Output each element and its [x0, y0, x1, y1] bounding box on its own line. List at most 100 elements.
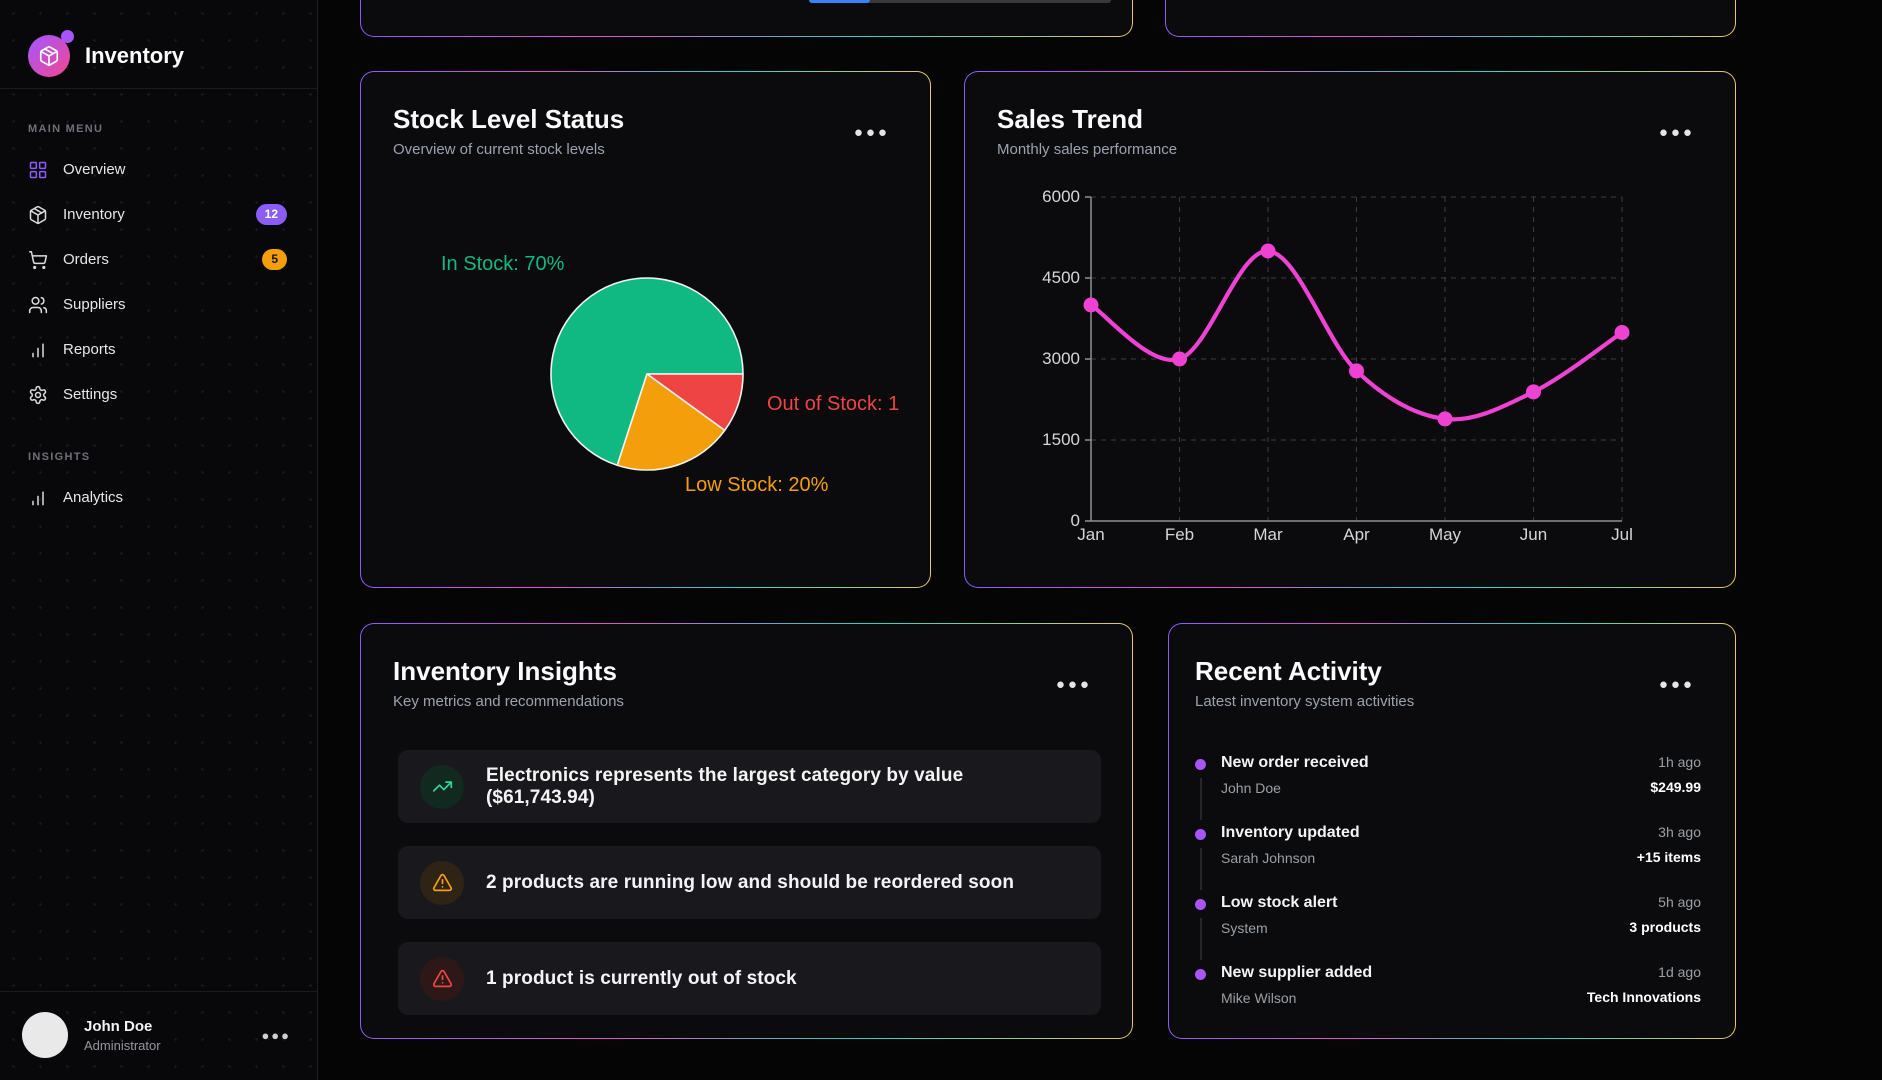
pie-label-low-stock: Low Stock: 20%: [685, 474, 829, 496]
insight-row-out-of-stock: 1 product is currently out of stock: [398, 942, 1101, 1015]
sidebar-item-inventory[interactable]: Inventory 12: [28, 192, 289, 237]
activity-title: Low stock alert: [1221, 894, 1338, 911]
profile-role: Administrator: [84, 1037, 161, 1053]
sidebar-item-suppliers[interactable]: Suppliers: [28, 282, 289, 327]
sidebar-item-label: Reports: [63, 341, 116, 358]
activity-user: System: [1221, 920, 1268, 936]
bar-chart-icon: [28, 488, 48, 508]
insight-text: 2 products are running low and should be…: [486, 871, 1015, 893]
svg-text:Feb: Feb: [1165, 525, 1194, 544]
activity-time: 1h ago: [1658, 754, 1701, 770]
app-logo: [28, 30, 74, 77]
more-horizontal-icon[interactable]: ●●●: [853, 124, 890, 141]
card-subtitle: Latest inventory system activities: [1195, 693, 1415, 710]
sidebar: Inventory MAIN MENU Overview Inventory 1…: [0, 0, 318, 1080]
recent-activity-card: Recent Activity Latest inventory system …: [1168, 623, 1736, 1039]
activity-dot-icon: [1195, 759, 1206, 770]
sidebar-item-analytics[interactable]: Analytics: [28, 475, 289, 520]
stock-pie-chart: [550, 277, 744, 471]
activity-time: 3h ago: [1658, 824, 1701, 840]
activity-user: Mike Wilson: [1221, 990, 1297, 1006]
main-content: Stock Level Status Overview of current s…: [318, 0, 1882, 1080]
card-title: Stock Level Status: [393, 104, 625, 134]
activity-value: +15 items: [1636, 849, 1701, 865]
svg-text:1500: 1500: [1042, 430, 1080, 449]
activity-title: Inventory updated: [1221, 824, 1360, 841]
activity-title: New order received: [1221, 754, 1369, 771]
activity-dot-icon: [1195, 969, 1206, 980]
shopping-cart-icon: [28, 250, 48, 270]
sidebar-item-label: Orders: [63, 251, 109, 268]
activity-user: Sarah Johnson: [1221, 850, 1316, 866]
package-cube-icon: [28, 205, 48, 225]
svg-text:Jun: Jun: [1520, 525, 1547, 544]
activity-dot-icon: [1195, 899, 1206, 910]
sidebar-item-reports[interactable]: Reports: [28, 327, 289, 372]
card-subtitle: Key metrics and recommendations: [393, 693, 624, 710]
svg-text:3000: 3000: [1042, 349, 1080, 368]
more-horizontal-icon[interactable]: ●●●: [261, 1027, 291, 1043]
mini-scrollbar-thumb[interactable]: [809, 0, 870, 3]
card-title: Recent Activity: [1195, 656, 1382, 686]
more-horizontal-icon[interactable]: ●●●: [1658, 676, 1695, 693]
profile-name: John Doe: [84, 1017, 153, 1035]
sidebar-item-orders[interactable]: Orders 5: [28, 237, 289, 282]
stock-level-status-card: Stock Level Status Overview of current s…: [360, 71, 931, 588]
svg-text:Mar: Mar: [1253, 525, 1283, 544]
sidebar-item-settings[interactable]: Settings: [28, 372, 289, 417]
insight-row-low-stock: 2 products are running low and should be…: [398, 846, 1101, 919]
more-horizontal-icon[interactable]: ●●●: [1055, 676, 1092, 693]
mini-scrollbar-track[interactable]: [809, 0, 1111, 3]
svg-text:4500: 4500: [1042, 268, 1080, 287]
timeline-connector: [1200, 918, 1202, 960]
app-title: Inventory: [85, 43, 185, 68]
partial-card-top-left: [360, 0, 1133, 37]
dashboard-grid-icon: [28, 160, 48, 180]
gear-icon: [28, 385, 48, 405]
app-logo-row: Inventory: [0, 0, 317, 88]
sidebar-item-overview[interactable]: Overview: [28, 147, 289, 192]
svg-text:Jul: Jul: [1611, 525, 1633, 544]
notification-dot: [61, 30, 74, 43]
section-label-main-menu: MAIN MENU: [28, 123, 104, 135]
alert-triangle-icon: [420, 956, 464, 1001]
orders-count-badge: 5: [262, 249, 287, 270]
insight-text: 1 product is currently out of stock: [486, 967, 797, 989]
inventory-insights-card: Inventory Insights Key metrics and recom…: [360, 623, 1133, 1039]
card-title: Inventory Insights: [393, 656, 617, 686]
sales-line-chart: 0 1500 3000 4500 6000 Jan Feb Mar Apr May Jun Jul: [1042, 187, 1633, 544]
sidebar-item-label: Inventory: [63, 206, 125, 223]
svg-text:May: May: [1429, 525, 1462, 544]
insight-row-top-category: Electronics represents the largest categ…: [398, 750, 1101, 823]
avatar: [22, 1012, 68, 1058]
pie-label-in-stock: In Stock: 70%: [441, 253, 565, 275]
activity-title: New supplier added: [1221, 964, 1373, 981]
pie-label-out-of-stock: Out of Stock: 1: [767, 393, 900, 415]
section-label-insights: INSIGHTS: [28, 451, 91, 463]
activity-time: 1d ago: [1658, 964, 1701, 980]
trending-up-icon: [420, 764, 464, 809]
svg-text:Jan: Jan: [1077, 525, 1104, 544]
activity-dot-icon: [1195, 829, 1206, 840]
timeline-connector: [1200, 778, 1202, 820]
inventory-count-badge: 12: [255, 204, 287, 225]
activity-value: $249.99: [1650, 779, 1701, 795]
warning-triangle-icon: [420, 860, 464, 905]
timeline-connector: [1200, 848, 1202, 890]
sidebar-item-label: Analytics: [63, 489, 124, 506]
svg-text:6000: 6000: [1042, 187, 1080, 206]
insight-text: Electronics represents the largest categ…: [486, 764, 964, 808]
users-icon: [28, 295, 48, 315]
partial-card-top-right: [1165, 0, 1736, 37]
bar-chart-icon: [28, 340, 48, 360]
user-profile[interactable]: John Doe Administrator ●●●: [0, 991, 317, 1080]
card-subtitle: Overview of current stock levels: [393, 141, 605, 158]
activity-item: Inventory updated Sarah Johnson 3h ago +…: [1195, 824, 1701, 894]
sidebar-item-label: Settings: [63, 386, 118, 403]
svg-text:0: 0: [1071, 511, 1080, 530]
card-title: Sales Trend: [997, 104, 1143, 134]
activity-time: 5h ago: [1658, 894, 1701, 910]
sidebar-divider: [0, 88, 317, 89]
sidebar-item-label: Suppliers: [63, 296, 126, 313]
more-horizontal-icon[interactable]: ●●●: [1658, 124, 1695, 141]
